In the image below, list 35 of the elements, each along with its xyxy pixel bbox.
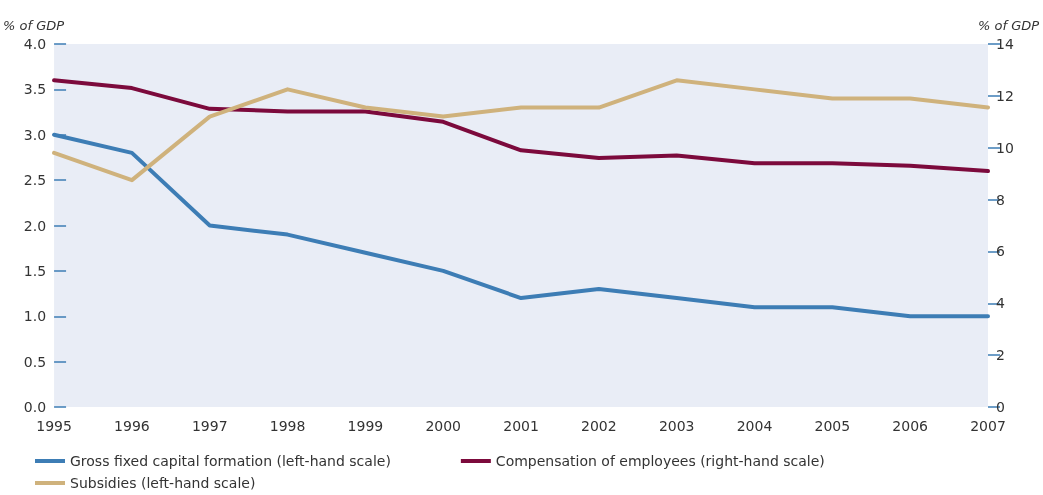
x-tick-label: 2003 <box>658 418 695 434</box>
x-tick-label: 1999 <box>347 418 384 434</box>
y2-axis-title: % of GDP <box>978 18 1040 33</box>
y2-tick-label: 6 <box>996 243 1005 260</box>
y2-tick-label: 8 <box>996 191 1005 208</box>
legend-label: Subsidies (left-hand scale) <box>70 475 256 491</box>
x-tick-label: 2004 <box>736 418 773 434</box>
x-tick-label: 2005 <box>814 418 851 434</box>
y2-tick-label: 14 <box>996 36 1014 52</box>
x-tick-label: 2001 <box>503 418 539 434</box>
y-tick-label: 4.0 <box>23 36 47 52</box>
legend-label: Compensation of employees (right-hand scale) <box>495 453 825 469</box>
y-tick-label: 0.5 <box>23 353 47 370</box>
y-tick-label: 3.0 <box>23 126 47 143</box>
y2-tick-label: 4 <box>996 295 1005 312</box>
y-tick-label: 0.0 <box>23 399 47 415</box>
x-tick-label: 1998 <box>269 418 306 434</box>
x-tick-label: 2006 <box>892 418 929 434</box>
x-tick-label: 1997 <box>191 418 228 434</box>
x-tick-label: 1995 <box>36 418 72 434</box>
x-tick-label: 2002 <box>581 418 617 434</box>
y2-tick-label: 10 <box>996 139 1014 156</box>
y-tick-label: 1.5 <box>23 262 47 279</box>
y-tick-label: 2.5 <box>23 172 47 189</box>
x-tick-label: 1996 <box>114 418 150 434</box>
y-tick-label: 3.5 <box>23 81 47 98</box>
y-tick-label: 2.0 <box>23 217 47 234</box>
y2-tick-label: 2 <box>996 347 1005 364</box>
x-tick-label: 2007 <box>970 418 1006 434</box>
y-tick-label: 1.0 <box>23 308 47 325</box>
legend-label: Gross fixed capital formation (left-hand scale) <box>70 453 391 469</box>
x-tick-label: 2000 <box>425 418 462 434</box>
y-axis-title: % of GDP <box>2 18 65 33</box>
y2-tick-label: 12 <box>996 87 1014 104</box>
y2-tick-label: 0 <box>996 399 1005 415</box>
